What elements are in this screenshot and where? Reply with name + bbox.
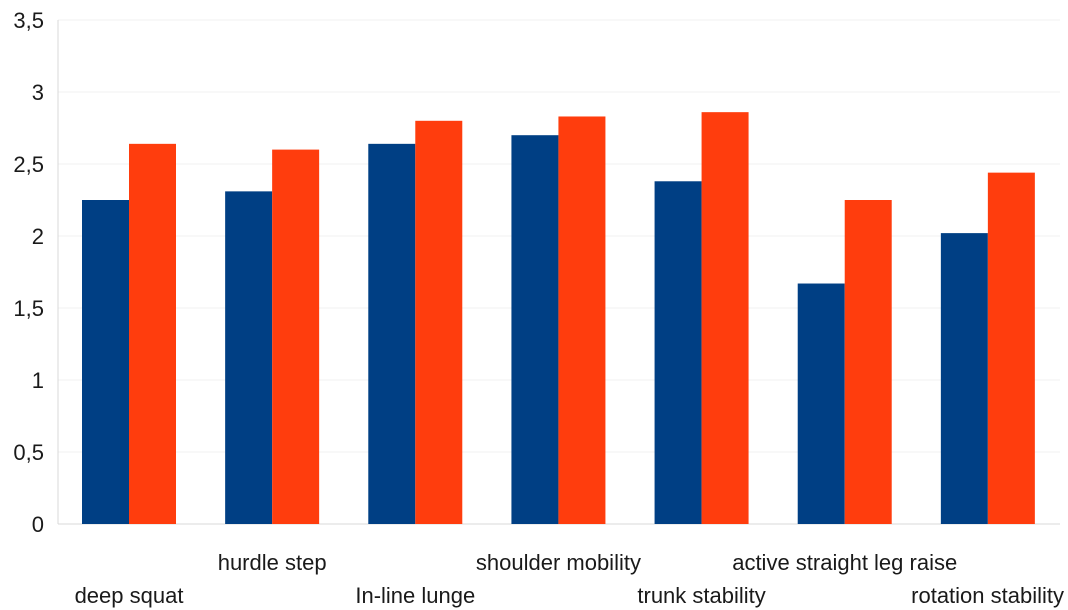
y-tick-label: 3,5 [13,8,44,33]
y-tick-label: 1,5 [13,296,44,321]
bar-deep-squat-s2 [129,143,176,524]
bar-hurdle-step-s1 [225,191,273,525]
y-tick-label: 0 [32,512,44,537]
bar-rotation-stability-s2 [987,172,1035,524]
bar-in-line-lunge-s2 [415,120,463,525]
bars [82,112,1035,525]
y-tick-label: 2 [32,224,44,249]
y-tick-label: 1 [32,368,44,393]
bar-in-line-lunge-s1 [368,143,416,524]
x-category-labels: deep squat hurdle step In-line lungeshould… [75,550,1064,608]
x-category-label: rotation stability [911,583,1064,608]
x-category-label: trunk stability [637,583,765,608]
x-category-label: hurdle step [218,550,327,575]
x-category-label: shoulder mobility [476,550,641,575]
bar-rotation-stability-s1 [940,233,988,524]
bar-trunk-stability-s1 [654,181,702,524]
bar-shoulder-mobility-s1 [511,135,559,524]
bar-trunk-stability-s2 [701,112,749,524]
bar-active-straight-leg-raise-s2 [844,200,892,524]
y-tick-labels: 0 0,5 1 1,5 2 2,5 3 3,5 [13,8,44,537]
y-tick-label: 3 [32,80,44,105]
bar-hurdle-step-s2 [272,149,320,524]
x-category-label: deep squat [75,583,184,608]
bar-active-straight-leg-raise-s1 [797,283,845,524]
y-tick-label: 2,5 [13,152,44,177]
bar-deep-squat-s1 [82,200,129,524]
bar-shoulder-mobility-s2 [558,116,606,524]
x-category-label: In-line lunge [355,583,475,608]
x-category-label: active straight leg raise [732,550,957,575]
y-tick-label: 0,5 [13,440,44,465]
